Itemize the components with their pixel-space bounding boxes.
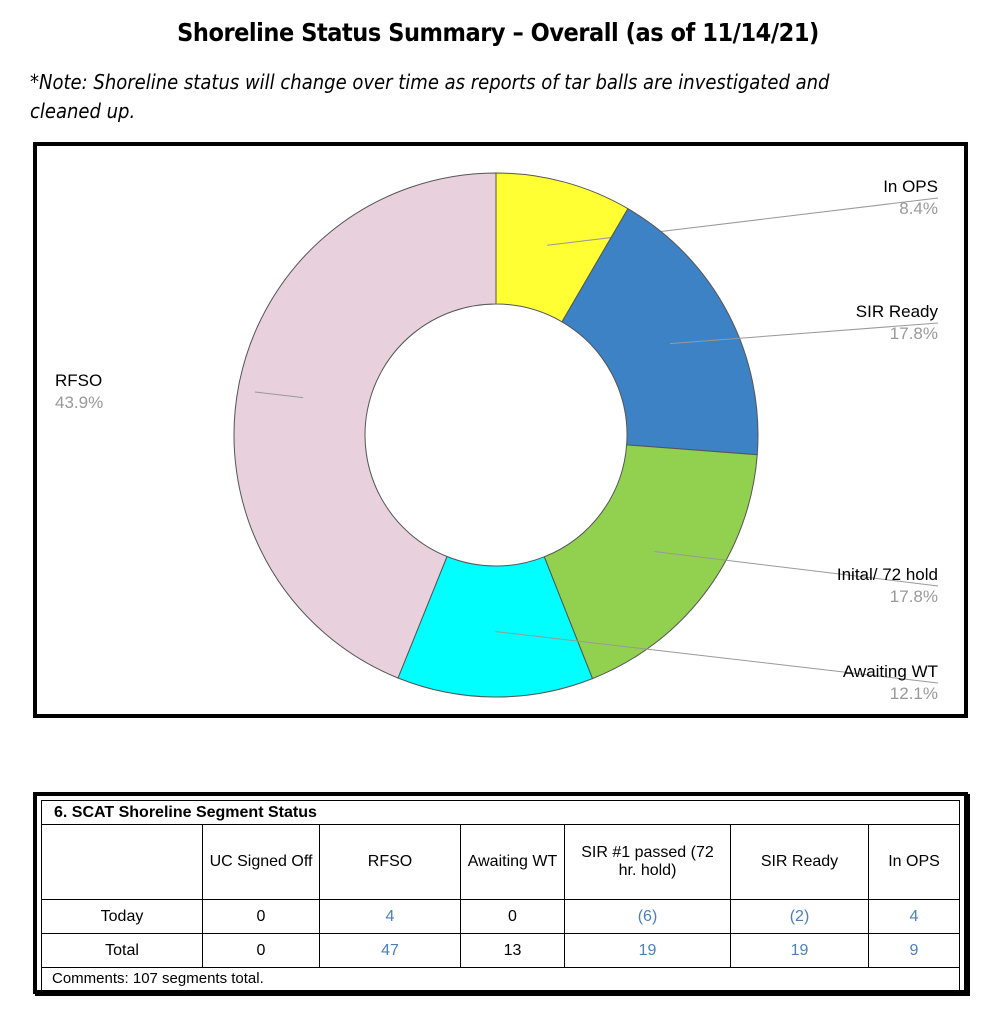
page-title: Shoreline Status Summary – Overall (as o… <box>177 18 819 47</box>
header-cell: RFSO <box>319 824 461 900</box>
slice-percent-label: 8.4% <box>899 199 938 218</box>
slice-label: Awaiting WT <box>843 662 938 681</box>
table-header-row: UC Signed Off RFSO Awaiting WT SIR #1 pa… <box>41 824 960 900</box>
slice-sir-ready <box>561 207 759 456</box>
cell: 47 <box>319 933 461 968</box>
table-title: 6. SCAT Shoreline Segment Status <box>41 800 960 824</box>
cell: 19 <box>730 933 869 968</box>
cell: 0 <box>202 899 320 934</box>
slice-inital-72-hold <box>543 444 758 680</box>
slice-percent-label: 12.1% <box>890 684 938 703</box>
cell: (2) <box>730 899 869 934</box>
table-row: Today 0 4 0 (6) (2) 4 <box>41 899 960 934</box>
header-cell: SIR Ready <box>730 824 869 900</box>
leader-line <box>254 391 304 399</box>
cell: 19 <box>564 933 731 968</box>
leader-line <box>669 322 939 345</box>
header-cell: Awaiting WT <box>460 824 565 900</box>
row-label: Today <box>41 899 203 934</box>
slice-label: Inital/ 72 hold <box>837 565 938 584</box>
row-label: Total <box>41 933 203 968</box>
donut-chart: In OPS 8.4% SIR Ready 17.8% Inital/ 72 hold 1… <box>55 172 939 703</box>
note-text: *Note: Shoreline status will change over… <box>30 70 830 123</box>
slice-label: SIR Ready <box>856 302 939 321</box>
chart-frame: In OPS 8.4% SIR Ready 17.8% Inital/ 72 hold 1… <box>33 142 968 718</box>
table-comments: Comments: 107 segments total. <box>41 968 960 993</box>
slice-label: RFSO <box>55 371 102 390</box>
header-cell: SIR #1 passed (72 hr. hold) <box>564 824 731 900</box>
segment-status-table-box: 6. SCAT Shoreline Segment Status UC Sign… <box>33 792 968 994</box>
cell: 0 <box>202 933 320 968</box>
slice-percent-label: 17.8% <box>890 324 938 343</box>
header-cell: In OPS <box>868 824 960 900</box>
leader-line <box>654 551 939 587</box>
leader-line <box>495 631 939 684</box>
cell: (6) <box>564 899 731 934</box>
cell: 13 <box>460 933 565 968</box>
header-cell <box>41 824 203 900</box>
cell: 0 <box>460 899 565 934</box>
slice-percent-label: 43.9% <box>55 393 103 412</box>
segment-status-table: UC Signed Off RFSO Awaiting WT SIR #1 pa… <box>41 824 960 968</box>
slice-label: In OPS <box>883 177 938 196</box>
cell: 4 <box>868 899 960 934</box>
cell: 4 <box>319 899 461 934</box>
slice-rfso <box>233 172 497 679</box>
cell: 9 <box>868 933 960 968</box>
header-cell: UC Signed Off <box>202 824 320 900</box>
table-row: Total 0 47 13 19 19 9 <box>41 933 960 968</box>
slice-percent-label: 17.8% <box>890 587 938 606</box>
